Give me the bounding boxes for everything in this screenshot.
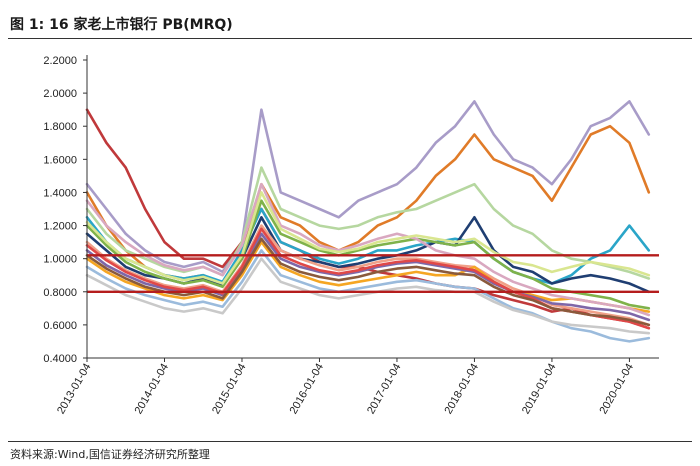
- title-divider: [8, 38, 692, 39]
- series-line-bank-16: [85, 237, 651, 327]
- series-line-bank-01: [85, 100, 651, 274]
- x-tick-label: 2017-01-04: [365, 362, 404, 417]
- source-divider: [8, 441, 692, 442]
- y-tick-label: 0.4000: [43, 353, 77, 365]
- x-tick-label: 2020-01-04: [597, 362, 636, 417]
- y-tick-label: 1.2000: [43, 221, 77, 233]
- x-tick-label: 2014-01-04: [133, 362, 172, 417]
- plot-area: [85, 100, 651, 343]
- y-tick-label: 0.6000: [43, 320, 77, 332]
- series-line-bank-07: [85, 199, 651, 310]
- y-tick-label: 0.8000: [43, 287, 77, 299]
- y-tick-label: 2.2000: [43, 55, 77, 67]
- y-tick-label: 1.0000: [43, 254, 77, 266]
- series-line-bank-13: [85, 182, 651, 317]
- series-line-bank-06: [85, 166, 651, 280]
- series-line-bank-09: [85, 240, 651, 313]
- y-tick-label: 1.8000: [43, 121, 77, 133]
- chart: 0.4000 0.6000 0.8000 1.0000 1.2000 1.4000 1.60…: [43, 55, 659, 416]
- series-line-bank-08: [85, 224, 651, 327]
- series-line-bank-15: [85, 191, 651, 285]
- x-tick-label: 2013-01-04: [55, 362, 94, 417]
- figure-source: 资料来源:Wind,国信证券经济研究所整理: [10, 448, 210, 461]
- x-tick-label: 2019-01-04: [520, 362, 559, 417]
- x-tick-label: 2016-01-04: [288, 362, 327, 417]
- x-tick-label: 2015-01-04: [210, 362, 249, 417]
- figure-title: 图 1: 16 家老上市银行 PB(MRQ): [10, 17, 233, 33]
- y-tick-label: 2.0000: [43, 88, 77, 100]
- y-tick-label: 1.4000: [43, 187, 77, 199]
- x-ticks: 2013-01-04 2014-01-04 2015-01-04 2016-01-04…: [55, 358, 636, 416]
- x-tick-label: 2018-01-04: [443, 362, 482, 417]
- y-ticks: 0.4000 0.6000 0.8000 1.0000 1.2000 1.4000 1.60…: [43, 55, 87, 365]
- reference-lines: [87, 254, 659, 293]
- series-line-bank-12: [85, 257, 651, 335]
- y-tick-label: 1.6000: [43, 154, 77, 166]
